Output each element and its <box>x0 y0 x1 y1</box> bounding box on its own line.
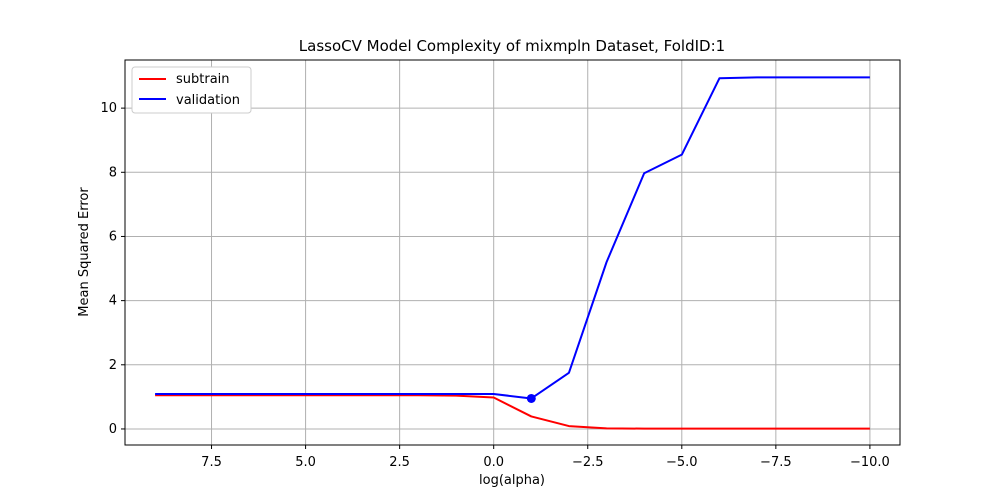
x-tick-label: −7.5 <box>760 455 792 470</box>
x-tick-label: 2.5 <box>389 455 410 470</box>
selected-alpha-point <box>526 393 536 403</box>
y-tick-label: 2 <box>109 358 117 373</box>
series-layer <box>155 76 870 430</box>
y-tick-label: 4 <box>109 294 117 309</box>
y-tick-label: 0 <box>109 422 117 437</box>
plot-frame <box>124 59 901 446</box>
chart-title: LassoCV Model Complexity of mixmpln Data… <box>299 37 725 55</box>
series-line-subtrain <box>155 394 870 430</box>
x-tick-label: 5.0 <box>295 455 316 470</box>
x-tick-label: −2.5 <box>572 455 604 470</box>
x-tick-label: −10.0 <box>850 455 890 470</box>
y-axis-label: Mean Squared Error <box>77 187 92 317</box>
grid <box>125 60 900 445</box>
y-tick-label: 8 <box>109 165 117 180</box>
axis-ticks: 7.5 5.0 2.5 0.0 −2.5 −5.0 −7.5 −10.0 0 2 4 6 8 10 <box>100 101 889 470</box>
legend-label-subtrain: subtrain <box>176 72 230 87</box>
series-line-validation <box>155 76 870 400</box>
x-tick-label: −5.0 <box>666 455 698 470</box>
y-tick-label: 10 <box>100 101 117 116</box>
x-axis-label: log(alpha) <box>479 473 545 488</box>
x-tick-label: 7.5 <box>201 455 222 470</box>
legend-label-validation: validation <box>176 93 240 108</box>
y-tick-label: 6 <box>109 229 117 244</box>
x-tick-label: 0.0 <box>483 455 504 470</box>
legend: subtrain validation <box>131 66 252 114</box>
highlight-layer <box>526 393 536 403</box>
